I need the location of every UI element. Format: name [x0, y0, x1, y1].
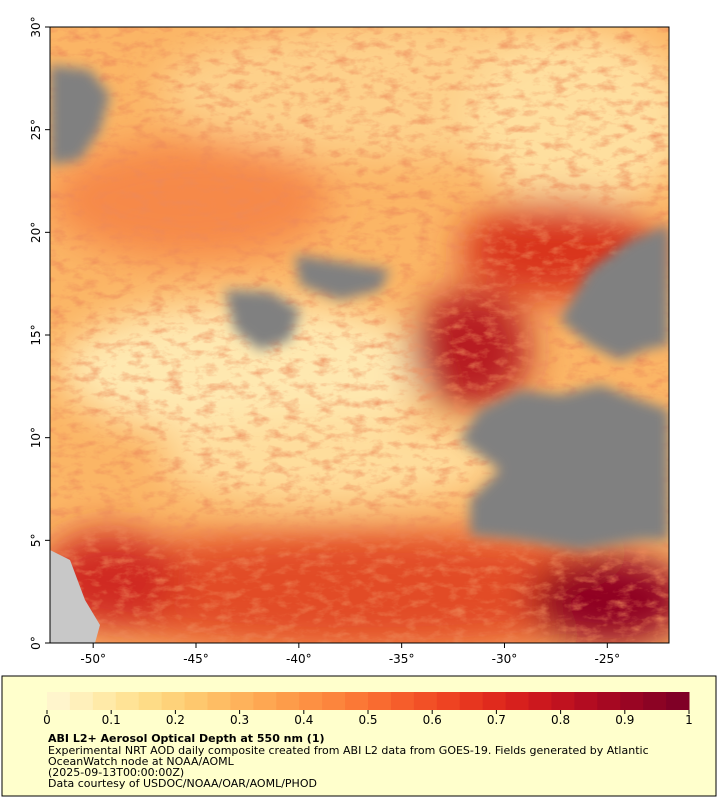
colorbar-swatch [505, 692, 529, 710]
caption-line: OceanWatch node at NOAA/AOML [48, 755, 235, 768]
colorbar-swatch [597, 692, 621, 710]
x-tick-label: -45° [183, 652, 209, 666]
x-tick-label: -30° [492, 652, 518, 666]
colorbar-swatch [436, 692, 461, 710]
colorbar-swatch [276, 692, 300, 710]
colorbar-tick-label: 0.4 [294, 713, 313, 727]
colorbar-swatch [459, 692, 484, 710]
aod-map [50, 27, 669, 643]
colorbar-tick-label: 0.6 [423, 713, 442, 727]
caption-line: Experimental NRT AOD daily composite cre… [48, 744, 649, 757]
axes: -50° -45° -40° -35° -30° -25° 0° 5° 10° 15° 20° 25°… [29, 16, 620, 666]
caption-line: Data courtesy of USDOC/NOAA/OAR/AOML/PHO… [48, 777, 317, 790]
colorbar-swatch [322, 692, 346, 710]
colorbar-tick-label: 0 [43, 713, 51, 727]
x-tick-label: -25° [595, 652, 621, 666]
colorbar-tick-label: 0.1 [102, 713, 121, 727]
x-tick-label: -40° [286, 652, 312, 666]
colorbar-swatch [115, 692, 140, 710]
no-data [50, 65, 669, 550]
colorbar-tick-label: 1 [685, 713, 693, 727]
colorbar-swatch [528, 692, 552, 710]
colorbar-swatch [299, 692, 323, 710]
colorbar: 0 0.1 0.2 0.3 0.4 0.5 0.6 0.7 0.8 0.9 1 [43, 692, 693, 727]
x-tick-label: -35° [389, 652, 415, 666]
colorbar-swatch [69, 692, 94, 710]
colorbar-tick-label: 0.5 [358, 713, 377, 727]
colorbar-tick-label: 0.7 [487, 713, 506, 727]
y-tick-label: 20° [29, 222, 43, 243]
colorbar-tick-label: 0.2 [166, 713, 185, 727]
caption-line: (2025-09-13T00:00:00Z) [48, 766, 184, 779]
colorbar-swatch [184, 692, 208, 710]
colorbar-swatch [666, 692, 690, 710]
colorbar-swatch [390, 692, 415, 710]
colorbar-swatch [92, 692, 117, 710]
colorbar-swatch [368, 692, 392, 710]
y-tick-label: 30° [29, 16, 43, 37]
colorbar-swatch [253, 692, 277, 710]
x-tick-label: -50° [80, 652, 106, 666]
colorbar-swatch [574, 692, 598, 710]
y-tick-label: 15° [29, 324, 43, 345]
colorbar-tick-label: 0.9 [615, 713, 634, 727]
caption-title: ABI L2+ Aerosol Optical Depth at 550 nm … [48, 732, 325, 745]
y-tick-label: 0° [29, 636, 43, 650]
colorbar-swatch [230, 692, 254, 710]
colorbar-swatch [620, 692, 644, 710]
y-tick-label: 10° [29, 427, 43, 448]
colorbar-swatch [551, 692, 575, 710]
y-tick-label: 5° [29, 534, 43, 548]
colorbar-tick-label: 0.8 [551, 713, 570, 727]
colorbar-swatch [345, 692, 369, 710]
aod-texture [50, 27, 669, 643]
colorbar-swatch [482, 692, 507, 710]
colorbar-swatch [413, 692, 438, 710]
colorbar-swatch [643, 692, 667, 710]
colorbar-swatch [207, 692, 231, 710]
colorbar-tick-label: 0.3 [230, 713, 249, 727]
y-tick-label: 25° [29, 119, 43, 140]
colorbar-swatch [138, 692, 163, 710]
colorbar-swatch [47, 692, 71, 710]
colorbar-swatch [161, 692, 186, 710]
land [50, 550, 100, 643]
